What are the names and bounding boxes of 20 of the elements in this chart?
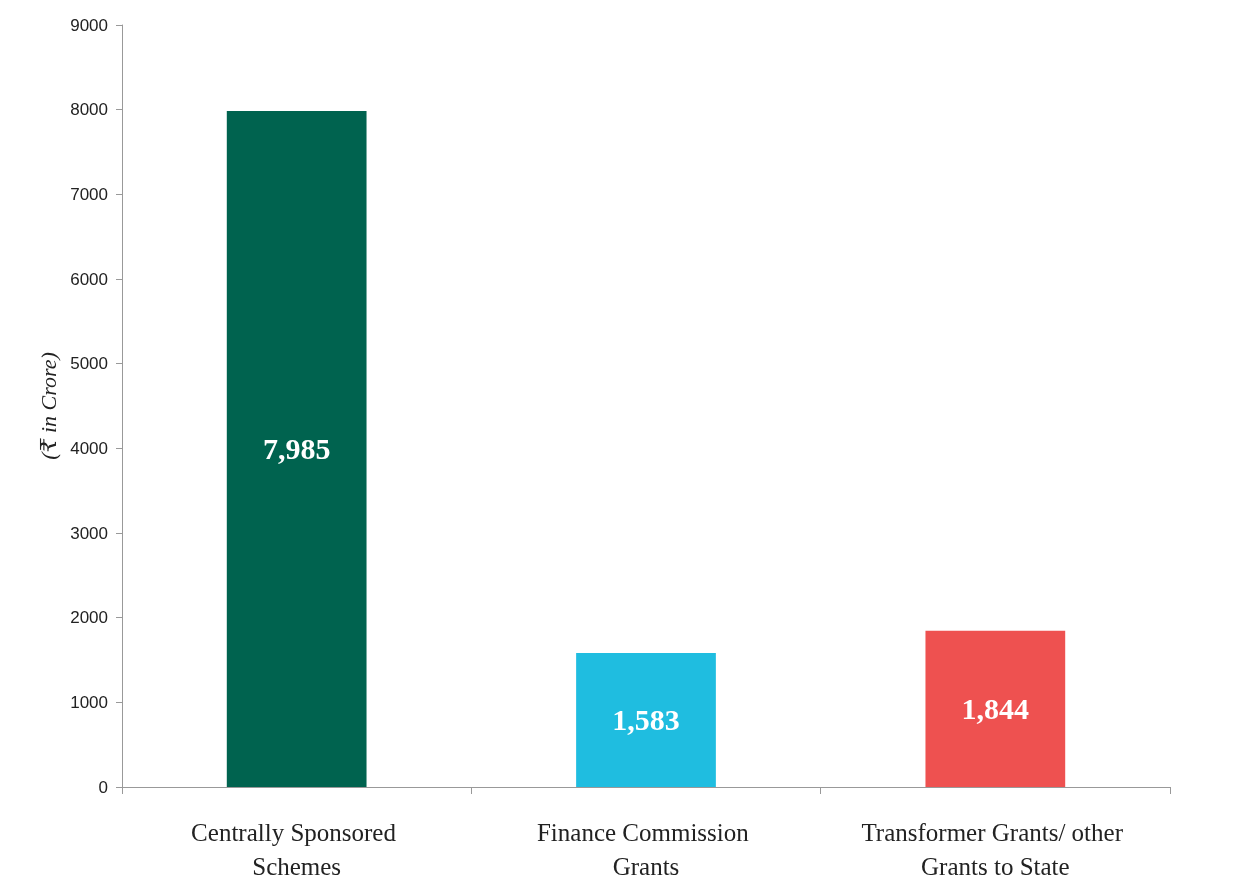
data-label: 7,985: [262, 432, 331, 466]
x-tick-label: Centrally Sponsored Schemes: [191, 818, 403, 880]
x-tick-label: Finance Commission Grants: [536, 818, 756, 880]
y-tick-label: 0: [98, 777, 108, 797]
bar: [226, 110, 367, 787]
y-tick-label: 5000: [70, 354, 108, 374]
data-label: 1,844: [961, 692, 1030, 726]
y-axis-title: (₹ in Crore): [35, 352, 61, 460]
x-tick-label: Transformer Grants/ other Grants to State: [861, 818, 1130, 880]
data-label: 1,583: [612, 703, 680, 737]
bar: [925, 630, 1066, 787]
bar: [576, 652, 716, 787]
y-tick-label: 1000: [70, 692, 108, 712]
y-tick-label: 4000: [70, 438, 108, 458]
y-tick-label: 6000: [70, 269, 108, 289]
y-tick-label: 2000: [70, 608, 108, 628]
y-tick-label: 9000: [70, 15, 108, 35]
y-tick-label: 7000: [70, 184, 108, 204]
y-tick-label: 8000: [70, 100, 108, 120]
y-tick-label: 3000: [70, 523, 108, 543]
